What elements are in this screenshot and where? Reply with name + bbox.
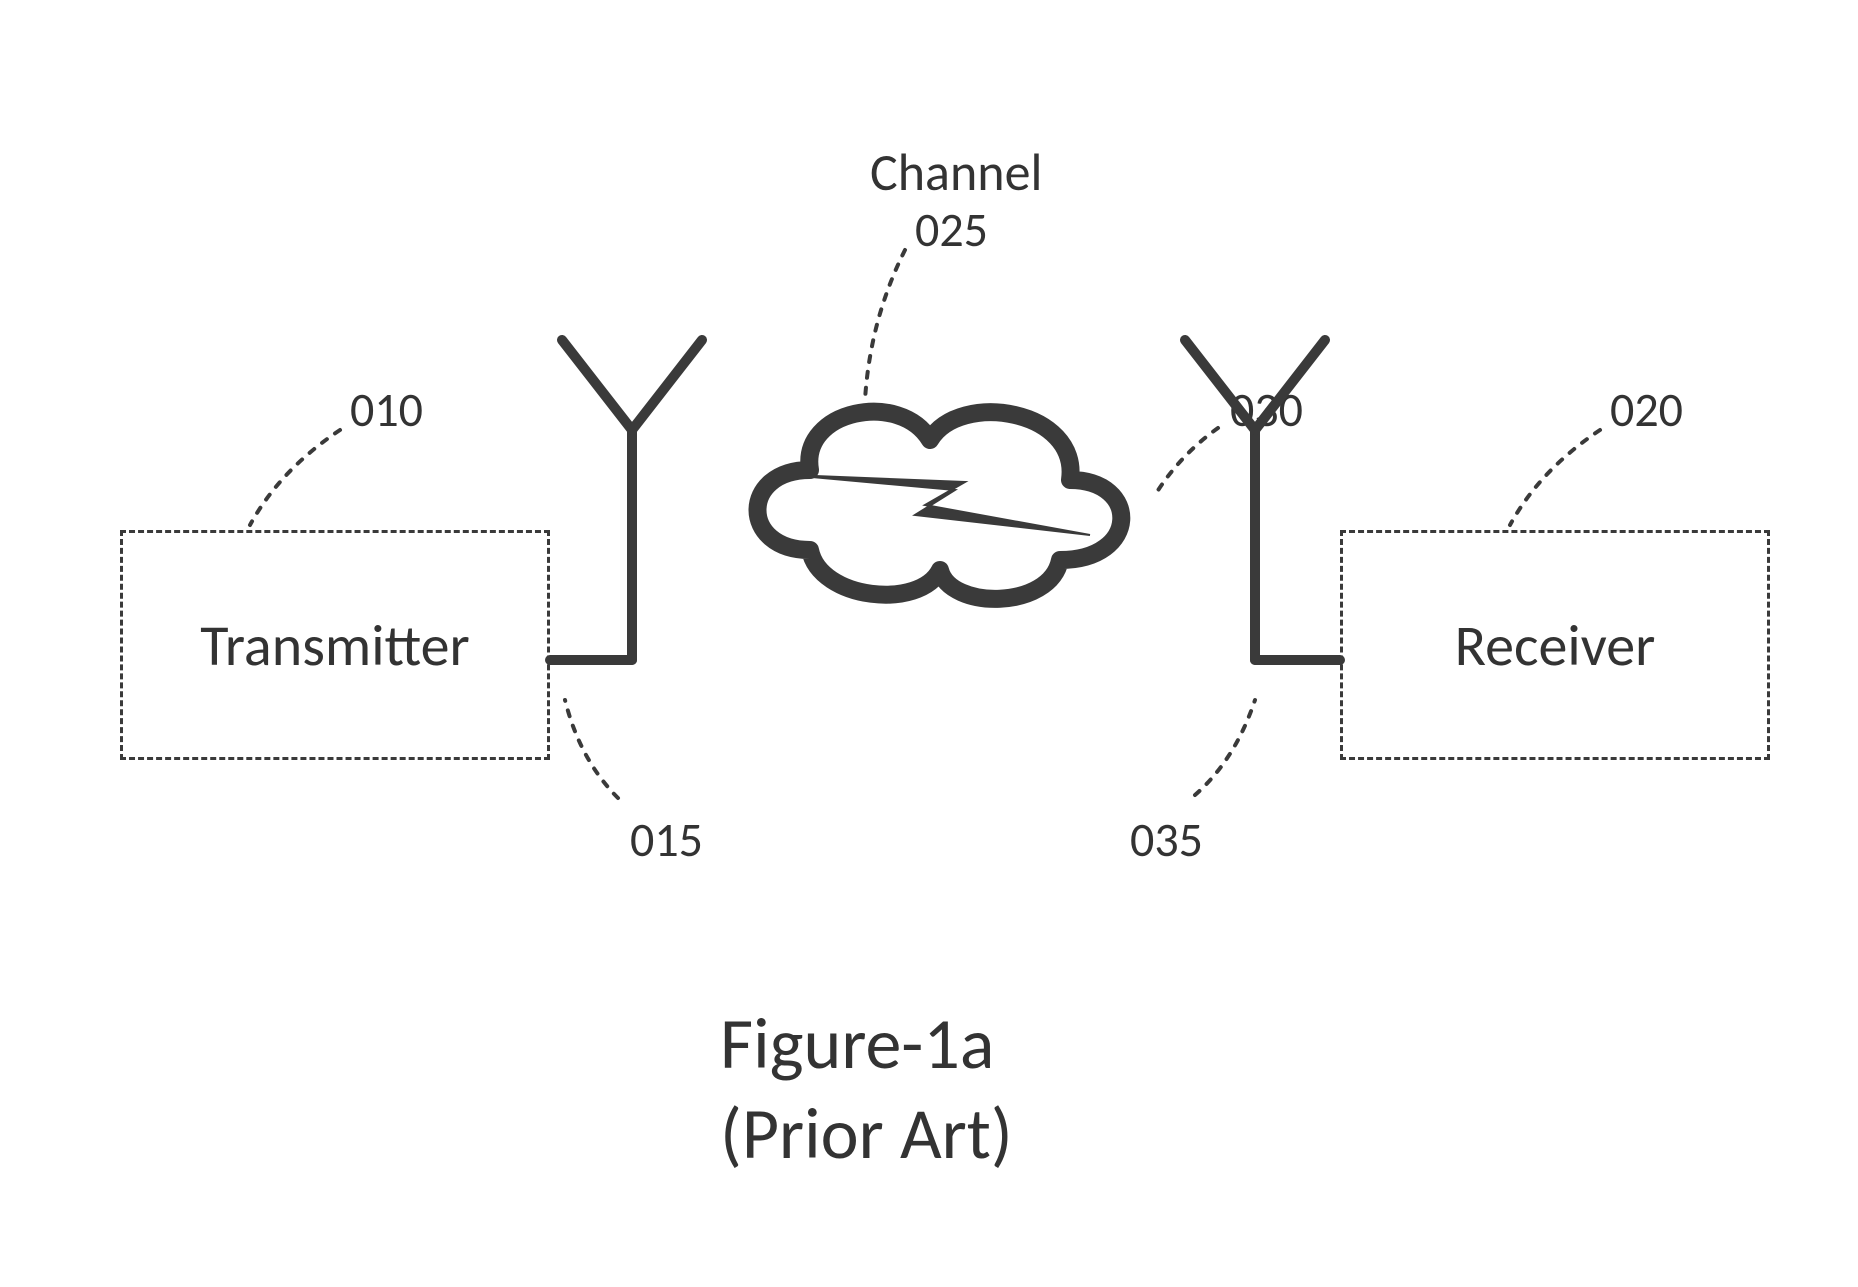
callout-010: 010	[350, 380, 423, 439]
callout-channel-label: Channel	[870, 140, 1042, 204]
figure-canvas: Transmitter Receiver 010 015 Channel 025…	[0, 0, 1858, 1287]
lightning-bolt-icon	[790, 475, 1090, 535]
transmitter-label: Transmitter	[200, 610, 470, 681]
figure-caption-line1: Figure-1a	[720, 1000, 994, 1088]
receiver-label: Receiver	[1455, 610, 1656, 681]
callout-015: 015	[630, 810, 703, 869]
transmitter-box: Transmitter	[120, 530, 550, 760]
figure-caption-line2: (Prior Art)	[720, 1090, 1013, 1178]
receiver-box: Receiver	[1340, 530, 1770, 760]
callout-025: 025	[915, 200, 988, 259]
callout-020: 020	[1610, 380, 1683, 439]
callout-035: 035	[1130, 810, 1203, 869]
channel-cloud-icon	[758, 412, 1122, 599]
callout-030: 030	[1230, 380, 1303, 439]
